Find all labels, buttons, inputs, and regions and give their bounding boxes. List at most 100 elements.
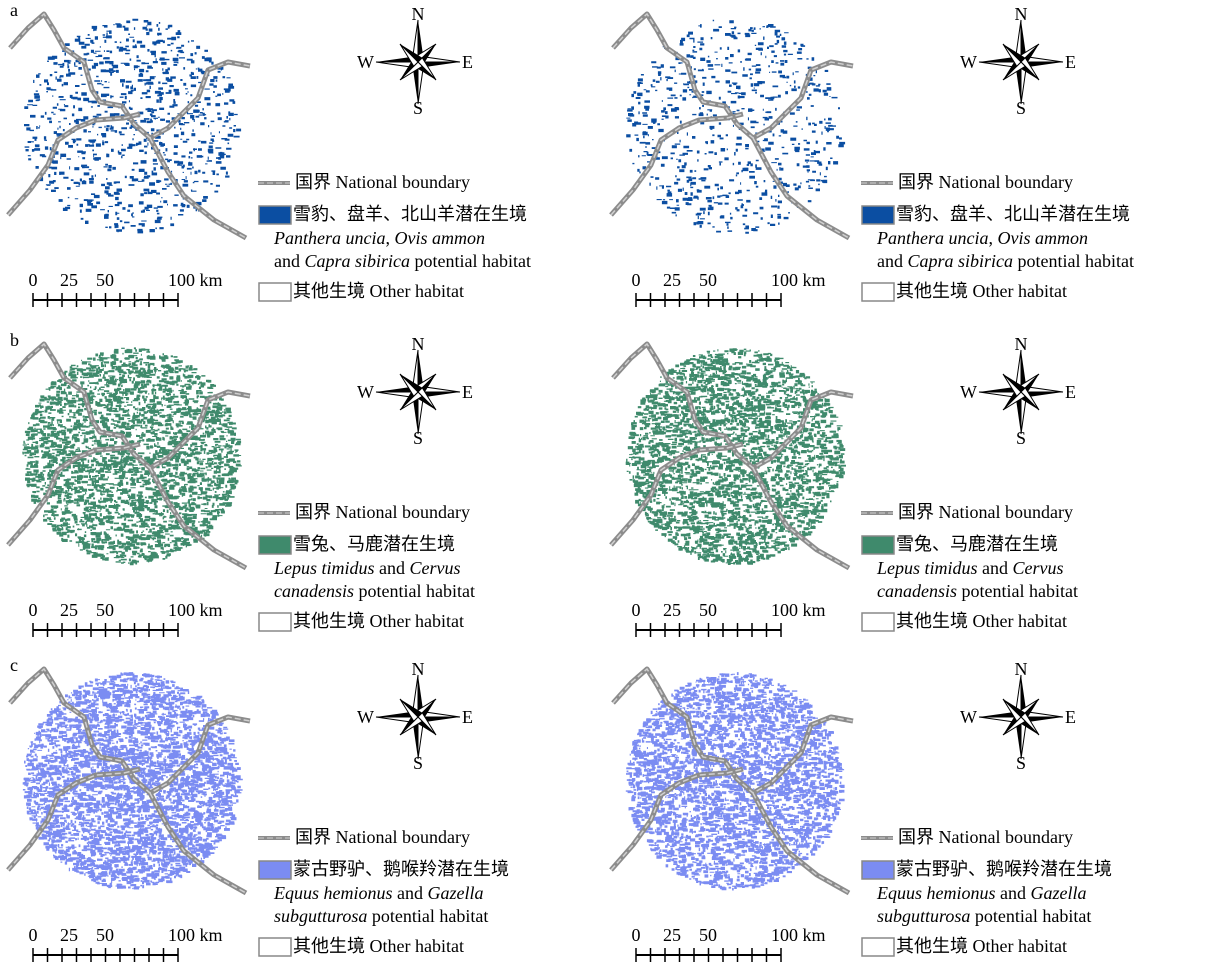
legend-habitat-cn: 雪豹、盘羊、北山羊潜在生境 [293, 204, 527, 224]
panel: NSWE02550100 km国界 National boundary雪兔、马鹿… [8, 334, 475, 637]
habitat-pattern [626, 672, 845, 890]
legend-habitat-swatch [259, 536, 291, 554]
legend-text-segment: subgutturosa [877, 906, 970, 926]
legend-habitat-cn: 雪兔、马鹿潜在生境 [896, 534, 1058, 554]
legend-text-segment: canadensis [274, 581, 354, 601]
legend-other-swatch [862, 938, 894, 956]
compass-w: W [960, 382, 977, 402]
habitat-pattern [626, 20, 845, 234]
legend-habitat-cn: 雪兔、马鹿潜在生境 [293, 534, 455, 554]
compass-n: N [412, 659, 425, 679]
scale-label: 50 [96, 925, 114, 945]
legend-text-segment: and [375, 558, 410, 578]
scale-label: 25 [663, 600, 681, 620]
legend-other-swatch [259, 613, 291, 631]
compass-e: E [1065, 707, 1076, 727]
legend-text-segment: , [385, 228, 394, 248]
panel-label: b [10, 330, 19, 350]
legend-text-segment: and [274, 251, 305, 271]
compass-s: S [413, 753, 423, 773]
compass-w: W [960, 52, 977, 72]
legend-text-segment: potential habitat [1013, 251, 1134, 271]
scale-label: 100 km [771, 270, 826, 290]
legend-text-segment: potential habitat [354, 581, 475, 601]
scale-label: 25 [663, 270, 681, 290]
compass-n: N [1015, 334, 1028, 354]
legend-text-segment: Cervus [410, 558, 461, 578]
legend-text-segment: Panthera uncia [876, 228, 988, 248]
legend-boundary: 国界 National boundary [295, 827, 470, 847]
legend-text-segment: Ovis ammon [394, 228, 485, 248]
legend-boundary: 国界 National boundary [898, 827, 1073, 847]
legend-text-segment: Cervus [1013, 558, 1064, 578]
scale-label: 50 [699, 270, 717, 290]
scale-label: 100 km [168, 925, 223, 945]
legend-boundary: 国界 National boundary [295, 502, 470, 522]
legend-habitat-en: subgutturosa potential habitat [877, 906, 1091, 926]
panel: NSWE02550100 km国界 National boundary雪兔、马鹿… [611, 334, 1078, 637]
legend-text-segment: and [877, 251, 908, 271]
legend-text-segment: subgutturosa [274, 906, 367, 926]
legend-text-segment: Lepus timidus [876, 558, 978, 578]
scale-label: 100 km [168, 600, 223, 620]
compass-s: S [1016, 753, 1026, 773]
scale-label: 25 [60, 270, 78, 290]
scale-label: 100 km [771, 600, 826, 620]
legend-habitat-en: Equus hemionus and Gazella [876, 883, 1087, 903]
habitat-pattern [626, 348, 846, 565]
legend-habitat-swatch [259, 861, 291, 879]
legend-habitat-cn: 雪豹、盘羊、北山羊潜在生境 [896, 204, 1130, 224]
legend-boundary: 国界 National boundary [295, 172, 470, 192]
legend-text-segment: potential habitat [367, 906, 488, 926]
compass-w: W [357, 707, 374, 727]
scale-label: 50 [96, 600, 114, 620]
scale-label: 0 [632, 600, 641, 620]
legend-text-segment: potential habitat [410, 251, 531, 271]
compass-n: N [1015, 659, 1028, 679]
legend-text-segment: Equus hemionus [273, 883, 393, 903]
legend-habitat-en: canadensis potential habitat [877, 581, 1078, 601]
legend-habitat-en: Panthera uncia, Ovis ammon [876, 228, 1088, 248]
legend-other: 其他生境 Other habitat [896, 936, 1067, 956]
scale-label: 25 [60, 600, 78, 620]
legend-habitat-swatch [862, 861, 894, 879]
legend-habitat-en: Panthera uncia, Ovis ammon [273, 228, 485, 248]
scale-label: 0 [632, 925, 641, 945]
compass-n: N [412, 4, 425, 24]
legend-habitat-en: and Capra sibirica potential habitat [877, 251, 1134, 271]
legend-text-segment: Capra sibirica [908, 251, 1014, 271]
panel-label: c [10, 655, 18, 675]
legend-text-segment: Equus hemionus [876, 883, 996, 903]
scale-label: 25 [60, 925, 78, 945]
scale-label: 50 [96, 270, 114, 290]
scale-label: 25 [663, 925, 681, 945]
legend-other-swatch [862, 613, 894, 631]
compass-w: W [357, 382, 374, 402]
scale-label: 0 [29, 925, 38, 945]
legend-text-segment: and [978, 558, 1013, 578]
figure: aNSWE02550100 km国界 National boundary雪豹、盘… [0, 0, 1207, 965]
legend-habitat-en: Equus hemionus and Gazella [273, 883, 484, 903]
legend-text-segment: canadensis [877, 581, 957, 601]
national-boundary [753, 138, 849, 238]
habitat-pattern [22, 347, 242, 565]
compass-e: E [462, 52, 473, 72]
scale-label: 0 [29, 270, 38, 290]
compass-s: S [1016, 428, 1026, 448]
national-boundary-inner [753, 138, 849, 238]
legend-other: 其他生境 Other habitat [896, 281, 1067, 301]
legend-text-segment: Ovis ammon [997, 228, 1088, 248]
scale-label: 50 [699, 600, 717, 620]
legend-habitat-swatch [259, 206, 291, 224]
legend-habitat-en: canadensis potential habitat [274, 581, 475, 601]
compass-w: W [960, 707, 977, 727]
scale-label: 0 [29, 600, 38, 620]
compass-s: S [413, 98, 423, 118]
legend-other: 其他生境 Other habitat [896, 611, 1067, 631]
legend-other: 其他生境 Other habitat [293, 281, 464, 301]
legend-habitat-en: Lepus timidus and Cervus [273, 558, 461, 578]
panel: NSWE02550100 km国界 National boundary蒙古野驴、… [611, 659, 1112, 962]
legend-habitat-swatch [862, 206, 894, 224]
legend-text-segment: , [988, 228, 997, 248]
